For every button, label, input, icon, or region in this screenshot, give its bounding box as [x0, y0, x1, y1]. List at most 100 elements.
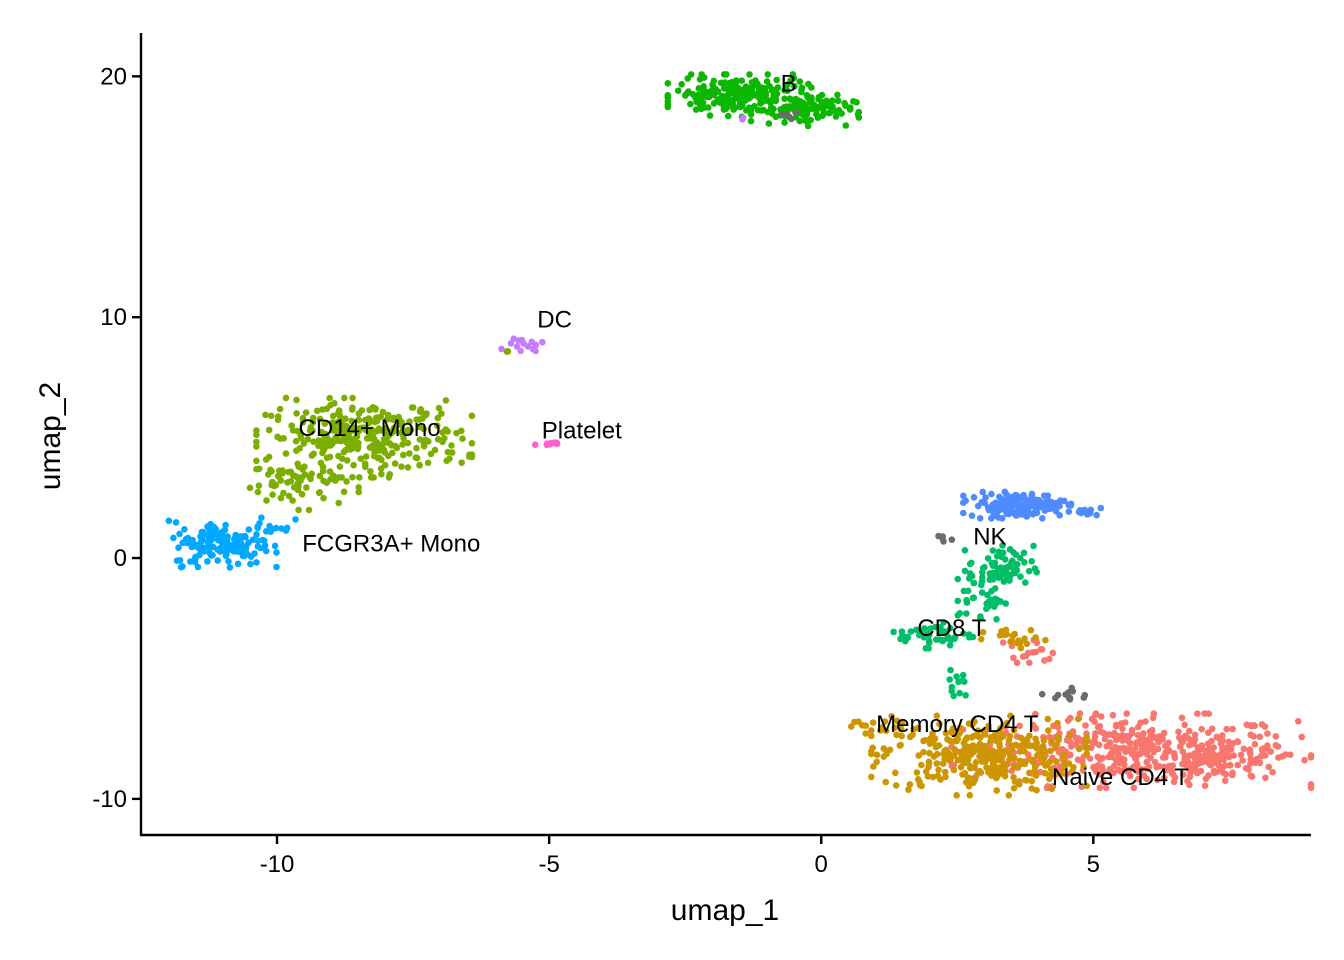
- cell-point: [254, 523, 262, 530]
- cell-point: [398, 463, 405, 471]
- cell-point: [1033, 739, 1040, 747]
- cell-point: [953, 792, 960, 799]
- cell-point: [731, 95, 739, 102]
- cell-point: [977, 769, 985, 776]
- cell-point: [1026, 659, 1033, 667]
- cell-point: [998, 733, 1006, 740]
- cell-point: [792, 109, 799, 117]
- cell-point: [960, 492, 967, 500]
- cell-point: [1101, 735, 1109, 743]
- cell-point: [738, 77, 746, 84]
- cell-point: [1066, 696, 1074, 703]
- cell-point: [781, 95, 788, 102]
- cell-point: [976, 515, 984, 522]
- cell-point: [1243, 721, 1251, 728]
- cell-point: [873, 758, 880, 766]
- cell-point: [1027, 626, 1035, 634]
- cell-point: [979, 488, 986, 496]
- cell-point: [1046, 758, 1054, 765]
- x-tick-label: 0: [815, 851, 828, 878]
- cell-point: [276, 405, 284, 413]
- cell-point: [1147, 754, 1154, 762]
- cell-point: [1028, 558, 1035, 565]
- cell-point: [389, 449, 396, 457]
- cell-point: [940, 619, 947, 626]
- cell-point: [674, 87, 682, 94]
- cell-point: [197, 543, 205, 551]
- cell-point: [444, 448, 452, 456]
- cell-point: [880, 745, 888, 752]
- cell-point: [764, 71, 772, 78]
- cell-point: [720, 103, 728, 110]
- cell-point: [978, 758, 986, 765]
- cell-point: [961, 567, 969, 575]
- cell-point: [1143, 748, 1150, 756]
- cell-point: [868, 773, 875, 781]
- cell-point: [929, 773, 937, 781]
- cell-point: [316, 472, 324, 480]
- cell-point: [349, 394, 356, 402]
- cell-point: [950, 766, 958, 774]
- cell-point: [357, 455, 365, 463]
- cell-point: [999, 542, 1006, 549]
- cell-point: [948, 536, 956, 543]
- cell-point: [826, 100, 834, 108]
- cell-point: [292, 516, 299, 523]
- cell-point: [396, 416, 403, 424]
- cell-point: [355, 416, 363, 424]
- cell-point: [905, 786, 912, 793]
- cell-point: [994, 565, 1002, 572]
- cell-point: [1080, 763, 1087, 771]
- cell-point: [297, 477, 304, 485]
- cell-point: [1021, 559, 1028, 566]
- cell-point: [1195, 744, 1202, 751]
- cell-point: [855, 108, 863, 116]
- x-tick-label: -5: [538, 851, 559, 878]
- cell-point: [1194, 710, 1201, 717]
- cluster-labels: Naive CD4 T Memory CD4 T CD14+ Mono B CD8 T F…: [299, 71, 1190, 792]
- cell-point: [1067, 743, 1075, 750]
- cell-point: [1083, 750, 1091, 758]
- cell-point: [949, 728, 956, 736]
- cell-point: [1215, 753, 1222, 760]
- cell-point: [855, 114, 863, 121]
- cell-point: [997, 598, 1004, 605]
- cell-point: [862, 722, 870, 729]
- cell-point: [1046, 772, 1053, 779]
- cell-point: [1097, 504, 1105, 512]
- cell-point: [920, 748, 927, 756]
- cell-point: [974, 502, 982, 510]
- cell-point: [979, 628, 987, 636]
- cell-point: [446, 455, 453, 463]
- cell-point: [1086, 510, 1094, 517]
- cell-point: [960, 587, 968, 595]
- cell-point: [999, 639, 1007, 646]
- cell-point: [1239, 757, 1246, 764]
- cell-point: [1301, 756, 1308, 764]
- cell-point: [970, 594, 978, 601]
- cell-point: [224, 541, 232, 549]
- cell-point: [261, 542, 269, 549]
- cell-point: [253, 559, 260, 566]
- cell-point: [1010, 764, 1018, 771]
- cell-point: [181, 526, 188, 533]
- cell-point: [1023, 513, 1031, 520]
- cell-point: [946, 754, 953, 761]
- cell-point: [695, 85, 703, 92]
- cell-point: [332, 476, 340, 483]
- cell-point: [1169, 762, 1176, 769]
- cell-point: [779, 111, 786, 118]
- cell-point: [1020, 549, 1028, 557]
- cell-point: [970, 579, 977, 587]
- cell-point: [1168, 768, 1176, 775]
- cell-point: [988, 559, 996, 567]
- cell-point: [898, 732, 905, 740]
- cell-point: [961, 547, 969, 554]
- cell-point: [768, 110, 776, 117]
- cell-point: [1025, 567, 1033, 575]
- cell-point: [335, 499, 343, 507]
- cell-point: [362, 424, 370, 431]
- cell-point: [176, 530, 183, 538]
- cell-point: [355, 410, 363, 417]
- cell-point: [308, 470, 316, 478]
